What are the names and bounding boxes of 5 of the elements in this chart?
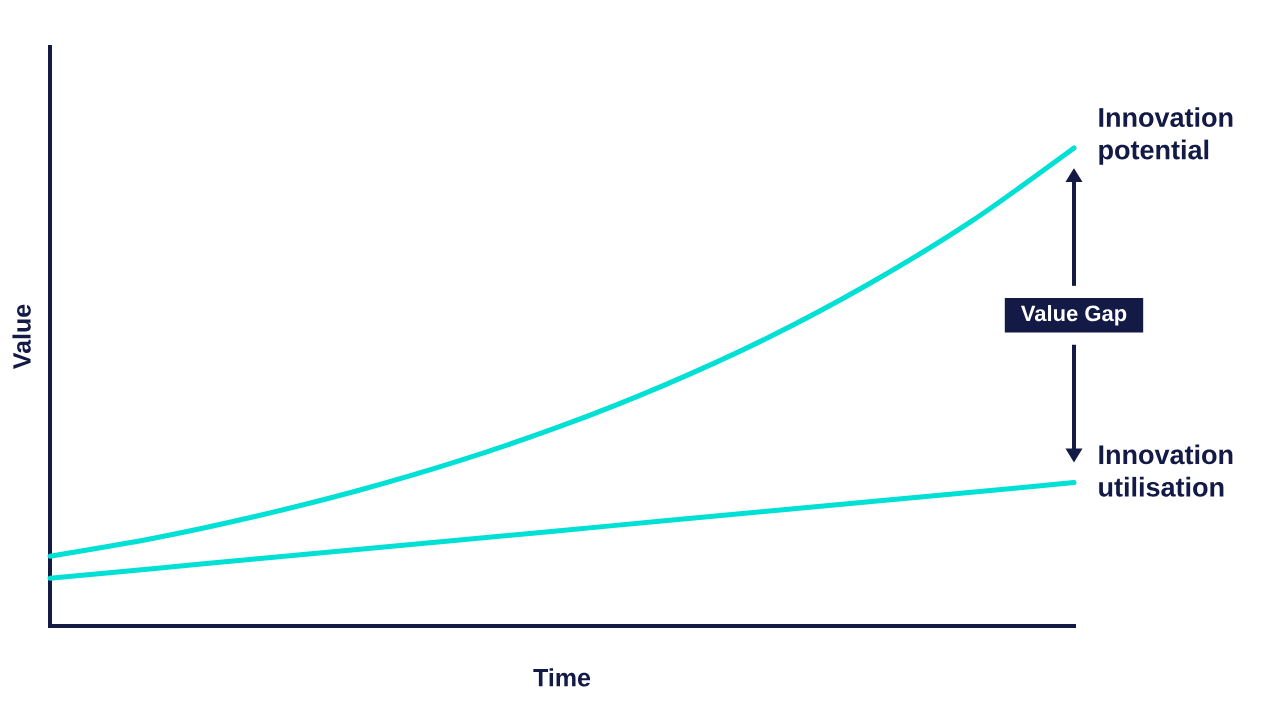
series-label: Innovation potential	[1099, 107, 1233, 165]
series-label: Innovation utilisation	[1099, 444, 1233, 497]
y-axis-title: Value	[12, 304, 31, 369]
x-axis-title: Time	[533, 668, 591, 687]
annotation: Value Gap	[1020, 305, 1127, 326]
